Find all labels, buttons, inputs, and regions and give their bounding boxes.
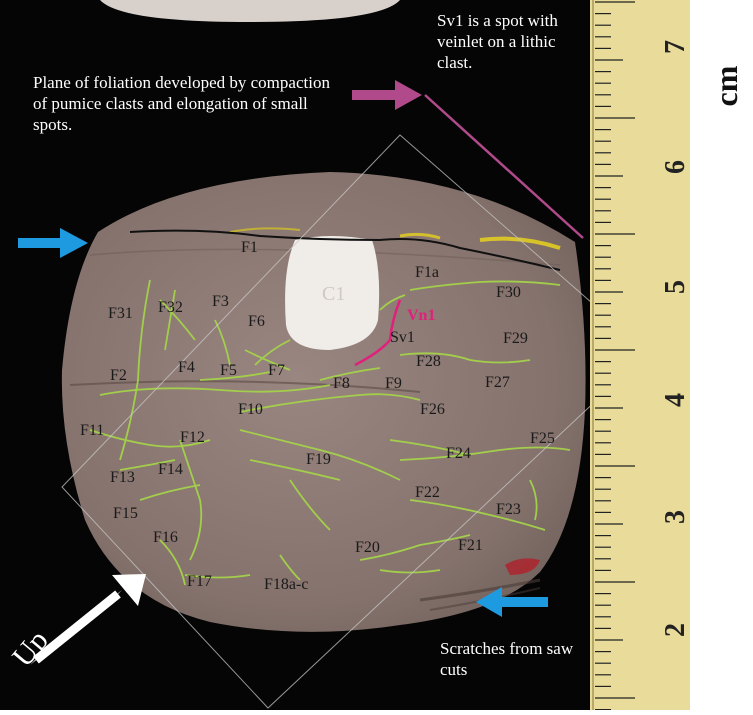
upper-sample-fragment [100, 0, 400, 22]
label-f7: F7 [268, 362, 285, 379]
label-f4: F4 [178, 359, 195, 376]
blue-arrow-right [476, 587, 548, 617]
label-f9: F9 [385, 375, 402, 392]
label-f5: F5 [220, 362, 237, 379]
label-c1: C1 [322, 283, 346, 305]
ruler-number-7: 7 [660, 40, 691, 54]
label-f23: F23 [496, 501, 521, 518]
label-f28: F28 [416, 353, 441, 370]
ruler-number-4: 4 [660, 393, 691, 407]
label-f14: F14 [158, 461, 183, 478]
foliation-note: Plane of foliation developed by compacti… [33, 73, 330, 134]
label-f3: F3 [212, 293, 229, 310]
label-f1: F1 [241, 239, 258, 256]
label-vn1: Vn1 [407, 307, 436, 324]
label-f11: F11 [80, 422, 105, 439]
label-f18a-c: F18a-c [264, 576, 309, 593]
up-arrow [30, 574, 146, 665]
label-f22: F22 [415, 484, 440, 501]
label-sv1: Sv1 [390, 329, 415, 346]
unit-label: cm [707, 65, 744, 107]
label-f19: F19 [306, 451, 331, 468]
magenta-arrow [352, 80, 422, 110]
diamond-outline [61, 134, 649, 709]
label-f20: F20 [355, 539, 380, 556]
ruler-number-5: 5 [660, 280, 691, 294]
label-f15: F15 [113, 505, 138, 522]
label-f13: F13 [110, 469, 135, 486]
label-f16: F16 [153, 529, 178, 546]
ruler-number-6: 6 [660, 160, 691, 174]
label-f6: F6 [248, 313, 265, 330]
veinlet-vn1 [354, 299, 402, 367]
foliation-trace [129, 229, 561, 271]
label-f17: F17 [187, 573, 212, 590]
label-f32: F32 [158, 299, 183, 316]
label-f21: F21 [458, 537, 483, 554]
sv1-note: Sv1 is a spot with veinlet on a lithic c… [437, 11, 558, 72]
label-f27: F27 [485, 374, 510, 391]
clast-c1 [285, 236, 380, 350]
label-f1a: F1a [415, 264, 439, 281]
label-f25: F25 [530, 430, 555, 447]
label-f29: F29 [503, 330, 528, 347]
ruler-number-2: 2 [660, 623, 691, 637]
ruler-number-3: 3 [660, 510, 691, 524]
label-f2: F2 [110, 367, 127, 384]
label-f12: F12 [180, 429, 205, 446]
ruler-ticks [595, 1, 635, 711]
magenta-line [424, 94, 584, 239]
label-f26: F26 [420, 401, 445, 418]
blue-arrow-left [18, 228, 88, 258]
label-f30: F30 [496, 284, 521, 301]
label-f31: F31 [108, 305, 133, 322]
fracture-network [89, 279, 571, 586]
rock-sample [61, 172, 586, 632]
label-f8: F8 [333, 375, 350, 392]
scratches-note: Scratches from saw cuts [440, 639, 574, 679]
label-f10: F10 [238, 401, 263, 418]
label-f24: F24 [446, 445, 471, 462]
